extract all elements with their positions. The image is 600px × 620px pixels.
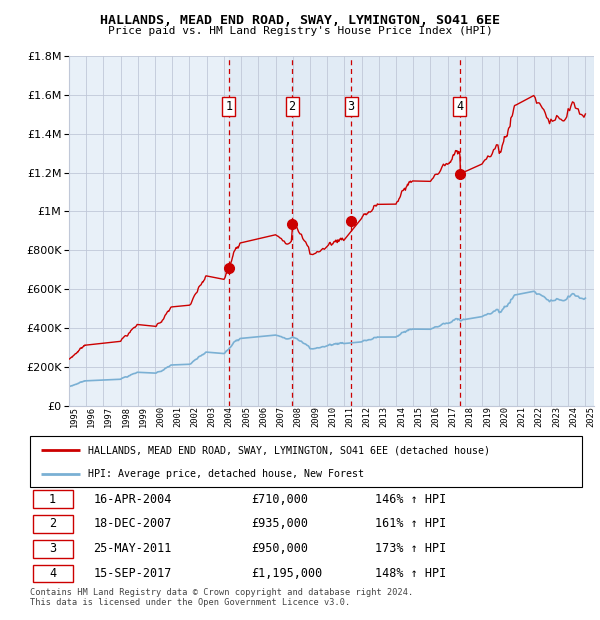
Text: 2013: 2013 xyxy=(380,407,389,427)
Text: 2010: 2010 xyxy=(328,407,337,427)
Text: Contains HM Land Registry data © Crown copyright and database right 2024.
This d: Contains HM Land Registry data © Crown c… xyxy=(30,588,413,607)
Bar xyxy=(33,540,73,557)
Text: 1997: 1997 xyxy=(104,407,113,427)
Text: 161% ↑ HPI: 161% ↑ HPI xyxy=(375,518,446,530)
Text: 15-SEP-2017: 15-SEP-2017 xyxy=(94,567,172,580)
Text: 2: 2 xyxy=(49,518,56,530)
Text: 16-APR-2004: 16-APR-2004 xyxy=(94,493,172,505)
Text: £935,000: £935,000 xyxy=(251,518,308,530)
Text: 2019: 2019 xyxy=(483,407,492,427)
Text: 173% ↑ HPI: 173% ↑ HPI xyxy=(375,542,446,555)
Text: £950,000: £950,000 xyxy=(251,542,308,555)
Text: 3: 3 xyxy=(49,542,56,555)
Text: £710,000: £710,000 xyxy=(251,493,308,505)
Text: 2014: 2014 xyxy=(397,407,406,427)
Text: 2020: 2020 xyxy=(500,407,509,427)
Text: £1,195,000: £1,195,000 xyxy=(251,567,322,580)
Text: 1: 1 xyxy=(49,493,56,505)
Text: HALLANDS, MEAD END ROAD, SWAY, LYMINGTON, SO41 6EE (detached house): HALLANDS, MEAD END ROAD, SWAY, LYMINGTON… xyxy=(88,445,490,455)
Text: 3: 3 xyxy=(347,100,355,113)
Text: 2002: 2002 xyxy=(190,407,199,427)
Bar xyxy=(33,515,73,533)
Bar xyxy=(229,56,594,406)
Text: 2018: 2018 xyxy=(466,407,475,427)
Text: 1995: 1995 xyxy=(70,407,79,427)
Text: 18-DEC-2007: 18-DEC-2007 xyxy=(94,518,172,530)
Text: Price paid vs. HM Land Registry's House Price Index (HPI): Price paid vs. HM Land Registry's House … xyxy=(107,26,493,36)
Text: HPI: Average price, detached house, New Forest: HPI: Average price, detached house, New … xyxy=(88,469,364,479)
Text: 25-MAY-2011: 25-MAY-2011 xyxy=(94,542,172,555)
Text: 2021: 2021 xyxy=(517,407,526,427)
Text: 1996: 1996 xyxy=(87,407,96,427)
Text: 2004: 2004 xyxy=(225,407,234,427)
Text: 4: 4 xyxy=(457,100,463,113)
Text: 1: 1 xyxy=(226,100,232,113)
Text: 2024: 2024 xyxy=(569,407,578,427)
Text: HALLANDS, MEAD END ROAD, SWAY, LYMINGTON, SO41 6EE: HALLANDS, MEAD END ROAD, SWAY, LYMINGTON… xyxy=(100,14,500,27)
Text: 2025: 2025 xyxy=(586,407,595,427)
Text: 2003: 2003 xyxy=(208,407,217,427)
Bar xyxy=(33,565,73,582)
Text: 2011: 2011 xyxy=(345,407,354,427)
Text: 2: 2 xyxy=(289,100,296,113)
Text: 1998: 1998 xyxy=(121,407,131,427)
Text: 2001: 2001 xyxy=(173,407,182,427)
Bar xyxy=(33,490,73,508)
Text: 148% ↑ HPI: 148% ↑ HPI xyxy=(375,567,446,580)
Text: 2006: 2006 xyxy=(259,407,268,427)
Text: 2016: 2016 xyxy=(431,407,440,427)
Text: 2023: 2023 xyxy=(552,407,561,427)
Text: 2009: 2009 xyxy=(311,407,320,427)
Text: 2015: 2015 xyxy=(414,407,423,427)
Text: 2000: 2000 xyxy=(156,407,165,427)
Text: 2008: 2008 xyxy=(293,407,302,427)
Text: 2005: 2005 xyxy=(242,407,251,427)
Text: 146% ↑ HPI: 146% ↑ HPI xyxy=(375,493,446,505)
Text: 4: 4 xyxy=(49,567,56,580)
Text: 1999: 1999 xyxy=(139,407,148,427)
Text: 2007: 2007 xyxy=(277,407,286,427)
Text: 2022: 2022 xyxy=(535,407,544,427)
Text: 2012: 2012 xyxy=(362,407,371,427)
Text: 2017: 2017 xyxy=(449,407,458,427)
